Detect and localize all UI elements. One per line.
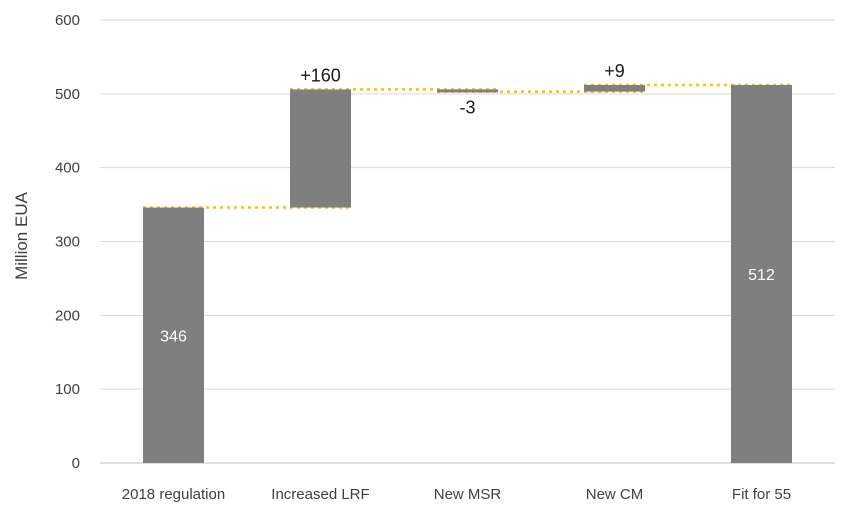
y-tick-label-0: 0 <box>72 455 80 472</box>
y-axis-label: Million EUA <box>12 191 31 280</box>
bars <box>143 84 792 464</box>
bar-1 <box>290 89 351 208</box>
y-tick-label-300: 300 <box>55 234 80 251</box>
data-label-1: +160 <box>300 65 341 85</box>
x-axis-ticks: 2018 regulation Increased LRF New MSR New C… <box>122 486 791 503</box>
data-label-3: +9 <box>604 61 625 81</box>
y-axis-ticks: 0 100 200 300 400 500 600 <box>55 12 80 472</box>
bar-0 <box>143 207 204 463</box>
data-label-2: -3 <box>459 98 475 118</box>
x-tick-label-2: New MSR <box>434 486 502 503</box>
x-tick-label-4: Fit for 55 <box>732 486 791 503</box>
bar-4 <box>731 84 792 464</box>
y-tick-label-600: 600 <box>55 12 80 29</box>
y-tick-label-400: 400 <box>55 160 80 177</box>
x-tick-label-1: Increased LRF <box>271 486 369 503</box>
x-tick-label-3: New CM <box>586 486 644 503</box>
x-tick-label-0: 2018 regulation <box>122 486 225 503</box>
data-label-0: 346 <box>160 328 187 345</box>
bar-3 <box>584 84 645 92</box>
y-tick-label-100: 100 <box>55 381 80 398</box>
y-tick-label-500: 500 <box>55 86 80 103</box>
data-label-4: 512 <box>748 267 775 284</box>
y-tick-label-200: 200 <box>55 307 80 324</box>
data-labels: 346 +160 -3 +9 512 <box>160 61 775 345</box>
bar-2 <box>437 89 498 93</box>
gridlines <box>100 19 835 464</box>
